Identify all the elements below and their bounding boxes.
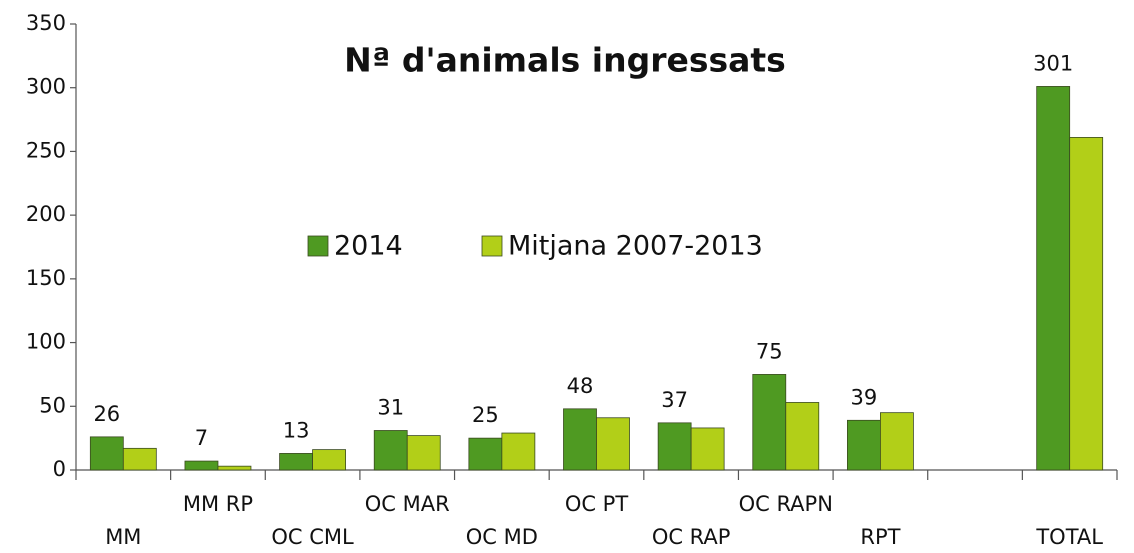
data-label: 13 [283,418,310,442]
y-tick-label: 50 [39,393,66,417]
legend-swatch [481,235,503,257]
y-tick-label: 200 [26,202,66,226]
bar [847,419,881,471]
x-tick-label: OC RAP [652,525,731,549]
bar [122,447,157,471]
bar [501,432,536,471]
bar [184,460,219,471]
bar [89,436,124,471]
data-label: 48 [567,374,594,398]
x-tick-label: RPT [860,525,900,549]
bar [596,417,630,471]
bar [1036,86,1071,471]
legend-label: 2014 [334,231,403,262]
data-label: 37 [661,388,688,412]
bar [657,422,692,471]
bar [1069,137,1104,471]
data-label: 7 [195,426,208,450]
y-tick-label: 350 [26,11,66,35]
y-tick-label: 250 [26,138,66,162]
bar [468,437,503,471]
x-tick-label: TOTAL [1035,525,1103,549]
bar [312,449,346,471]
x-tick-label: MM [105,525,141,549]
x-tick-label: OC PT [565,492,629,516]
bar [785,402,820,471]
bar [563,408,597,471]
x-tick-label: OC CML [271,525,354,549]
data-label: 25 [472,403,499,427]
data-label: 75 [756,339,783,363]
data-label: 301 [1033,51,1073,75]
bar [752,374,787,471]
x-tick-label: MM RP [183,492,253,516]
x-tick-label: OC MD [466,525,538,549]
bar [217,465,252,471]
bar [279,453,313,471]
bar [690,427,725,471]
x-tick-label: OC MAR [365,492,450,516]
data-label: 26 [93,402,120,426]
bar [373,430,408,471]
bar [880,412,914,471]
y-tick-label: 150 [26,266,66,290]
y-tick-label: 100 [26,330,66,354]
x-tick-label: OC RAPN [739,492,833,516]
y-tick-label: 0 [53,457,66,481]
legend-label: Mitjana 2007-2013 [508,231,763,262]
data-label: 31 [377,395,404,419]
chart-title: Nª d'animals ingressats [344,41,786,80]
y-tick-label: 300 [26,75,66,99]
legend-swatch [307,235,329,257]
data-label: 39 [851,385,878,409]
bar [406,435,441,471]
